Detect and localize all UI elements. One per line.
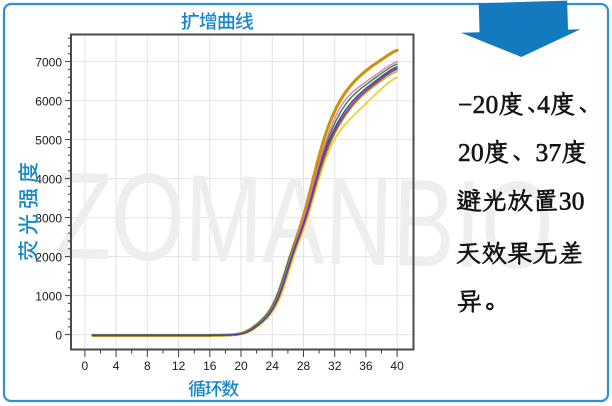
svg-text:8: 8 — [144, 359, 151, 373]
svg-text:32: 32 — [328, 359, 342, 373]
svg-text:6000: 6000 — [35, 95, 62, 109]
svg-text:0: 0 — [55, 329, 62, 343]
svg-text:4000: 4000 — [35, 173, 62, 187]
svg-text:7000: 7000 — [35, 56, 62, 70]
svg-text:40: 40 — [390, 359, 404, 373]
svg-text:1000: 1000 — [35, 290, 62, 304]
svg-text:2000: 2000 — [35, 251, 62, 265]
svg-text:28: 28 — [297, 359, 311, 373]
svg-text:36: 36 — [359, 359, 373, 373]
svg-text:0: 0 — [82, 359, 89, 373]
svg-text:16: 16 — [203, 359, 217, 373]
svg-text:12: 12 — [172, 359, 186, 373]
svg-text:5000: 5000 — [35, 134, 62, 148]
svg-text:24: 24 — [266, 359, 280, 373]
svg-text:3000: 3000 — [35, 212, 62, 226]
svg-text:20: 20 — [234, 359, 248, 373]
svg-text:4: 4 — [113, 359, 120, 373]
